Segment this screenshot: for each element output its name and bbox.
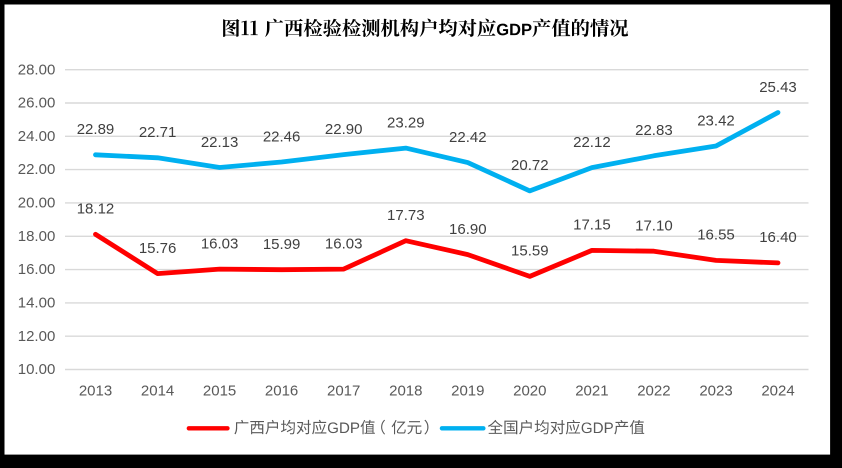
svg-text:16.90: 16.90 <box>449 221 487 238</box>
svg-text:22.83: 22.83 <box>635 122 673 139</box>
svg-text:17.15: 17.15 <box>573 217 611 234</box>
svg-text:2016: 2016 <box>265 382 298 399</box>
svg-text:18.00: 18.00 <box>18 228 56 245</box>
svg-text:16.00: 16.00 <box>18 261 56 278</box>
svg-text:16.40: 16.40 <box>759 229 797 246</box>
svg-text:22.89: 22.89 <box>77 121 115 138</box>
svg-text:2017: 2017 <box>327 382 360 399</box>
svg-text:12.00: 12.00 <box>18 328 56 345</box>
svg-text:22.42: 22.42 <box>449 129 487 146</box>
svg-text:15.59: 15.59 <box>511 243 549 260</box>
svg-text:15.99: 15.99 <box>263 236 301 253</box>
svg-text:22.46: 22.46 <box>263 128 301 145</box>
svg-text:26.00: 26.00 <box>18 95 56 112</box>
svg-text:23.29: 23.29 <box>387 114 425 131</box>
svg-text:16.03: 16.03 <box>325 235 363 252</box>
svg-text:2018: 2018 <box>389 382 422 399</box>
svg-text:10.00: 10.00 <box>18 361 56 378</box>
svg-text:17.73: 17.73 <box>387 207 425 224</box>
svg-text:2024: 2024 <box>761 382 794 399</box>
svg-text:17.10: 17.10 <box>635 218 673 235</box>
svg-text:2019: 2019 <box>451 382 484 399</box>
svg-text:2021: 2021 <box>575 382 608 399</box>
svg-text:2014: 2014 <box>141 382 174 399</box>
svg-text:16.03: 16.03 <box>201 235 239 252</box>
svg-text:14.00: 14.00 <box>18 295 56 312</box>
svg-text:22.12: 22.12 <box>573 134 611 151</box>
svg-text:15.76: 15.76 <box>139 240 177 257</box>
svg-text:2023: 2023 <box>699 382 732 399</box>
svg-text:22.71: 22.71 <box>139 124 177 141</box>
svg-text:2022: 2022 <box>637 382 670 399</box>
svg-text:20.00: 20.00 <box>18 195 56 212</box>
svg-text:16.55: 16.55 <box>697 227 735 244</box>
svg-text:23.42: 23.42 <box>697 112 735 129</box>
svg-text:2020: 2020 <box>513 382 546 399</box>
svg-text:20.72: 20.72 <box>511 157 549 174</box>
svg-text:28.00: 28.00 <box>18 61 56 78</box>
svg-text:18.12: 18.12 <box>77 201 115 218</box>
svg-text:2013: 2013 <box>79 382 112 399</box>
svg-text:22.00: 22.00 <box>18 161 56 178</box>
svg-text:25.43: 25.43 <box>759 79 797 96</box>
svg-text:22.13: 22.13 <box>201 134 239 151</box>
svg-text:22.90: 22.90 <box>325 121 363 138</box>
svg-text:24.00: 24.00 <box>18 128 56 145</box>
svg-text:2015: 2015 <box>203 382 236 399</box>
